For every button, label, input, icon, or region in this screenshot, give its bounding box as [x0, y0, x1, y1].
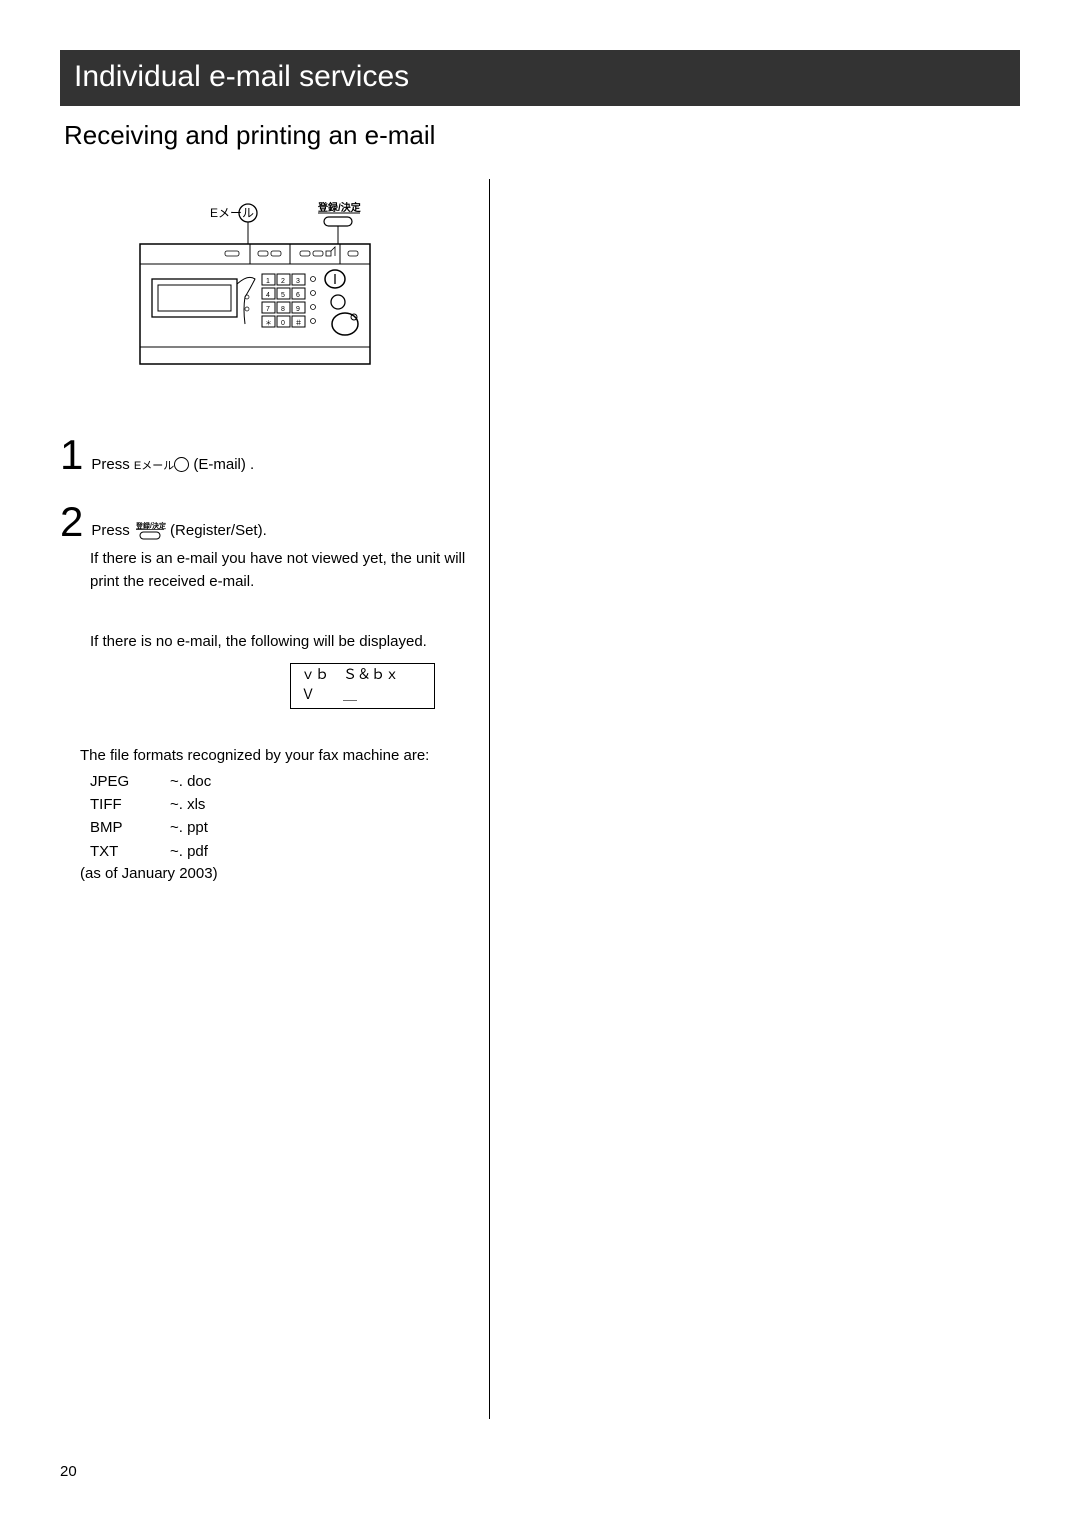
section-subtitle: Receiving and printing an e-mail: [64, 120, 1020, 151]
step-1-suffix: (E-mail) .: [193, 456, 254, 473]
table-row: JPEG ~. doc: [90, 770, 469, 793]
step-1-prefix: Press: [91, 456, 129, 473]
step-2: 2 Press 登録/決定 (Register/Set).: [60, 501, 469, 709]
format-col-a: JPEG: [90, 770, 170, 793]
lcd-display-box: ｖｂ Ｓ＆ｂｘ Ｖ ＿: [290, 663, 435, 709]
svg-text:0: 0: [281, 320, 285, 327]
svg-text:1: 1: [266, 278, 270, 285]
formats-table: JPEG ~. doc TIFF ~. xls BMP ~. ppt TXT ~…: [90, 770, 469, 863]
table-row: BMP ~. ppt: [90, 816, 469, 839]
section-title: Individual e-mail services: [60, 50, 1020, 106]
format-col-b: ~. pdf: [170, 840, 208, 863]
svg-text:＊: ＊: [265, 320, 272, 327]
register-button-icon: 登録/決定: [134, 520, 166, 543]
svg-text:登録/決定: 登録/決定: [135, 521, 166, 530]
step-2-body-1: If there is an e-mail you have not viewe…: [90, 547, 469, 594]
format-col-a: BMP: [90, 816, 170, 839]
left-column: Eメール 登録/決定: [60, 179, 490, 1419]
format-col-b: ~. doc: [170, 770, 211, 793]
step-2-body-2: If there is no e-mail, the following wil…: [90, 630, 469, 653]
step-1-number: 1: [60, 434, 83, 476]
diagram-email-label: Eメール: [210, 206, 254, 220]
format-col-a: TIFF: [90, 793, 170, 816]
step-1: 1 Press Eメール (E-mail) .: [60, 434, 469, 477]
format-col-a: TXT: [90, 840, 170, 863]
diagram-register-label: 登録/決定: [317, 201, 361, 214]
svg-text:8: 8: [281, 306, 285, 313]
svg-text:4: 4: [266, 292, 270, 299]
svg-text:3: 3: [296, 278, 300, 285]
svg-text:6: 6: [296, 292, 300, 299]
step-2-number: 2: [60, 501, 83, 543]
svg-text:＃: ＃: [295, 319, 302, 327]
lcd-display-text: ｖｂ Ｓ＆ｂｘ Ｖ ＿: [301, 664, 426, 704]
formats-intro: The file formats recognized by your fax …: [80, 747, 469, 764]
fax-device-diagram: Eメール 登録/決定: [130, 189, 469, 394]
step-2-suffix: (Register/Set).: [170, 523, 267, 540]
table-row: TIFF ~. xls: [90, 793, 469, 816]
format-col-b: ~. xls: [170, 793, 205, 816]
svg-text:5: 5: [281, 292, 285, 299]
email-button-icon: Eメール: [134, 454, 189, 477]
step-2-prefix: Press: [91, 523, 134, 540]
svg-text:7: 7: [266, 306, 270, 313]
page-number: 20: [60, 1463, 77, 1480]
svg-text:9: 9: [296, 306, 300, 313]
svg-text:2: 2: [281, 278, 285, 285]
as-of-note: (as of January 2003): [80, 865, 469, 882]
format-col-b: ~. ppt: [170, 816, 208, 839]
table-row: TXT ~. pdf: [90, 840, 469, 863]
